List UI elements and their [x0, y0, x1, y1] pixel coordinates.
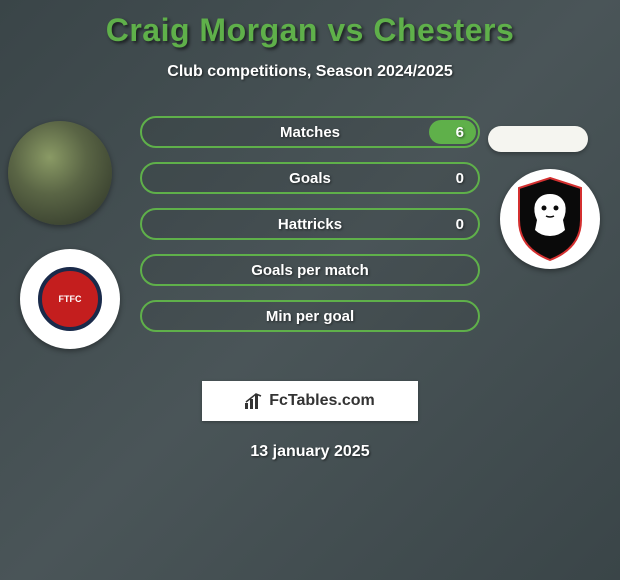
chart-icon [245, 393, 263, 409]
stat-fill [429, 120, 476, 144]
branding-text: FcTables.com [269, 392, 375, 410]
club-left-badge-inner: FTFC [38, 267, 102, 331]
stat-row-matches: Matches 6 [140, 116, 480, 148]
stat-value-right: 6 [456, 124, 464, 141]
stat-label: Min per goal [266, 308, 354, 325]
comparison-content: FTFC Matches 6 Goals 0 Hattricks 0 [0, 111, 620, 371]
stat-row-hattricks: Hattricks 0 [140, 208, 480, 240]
stat-label: Matches [280, 124, 340, 141]
stat-row-goals-per-match: Goals per match [140, 254, 480, 286]
stat-label: Goals per match [251, 262, 369, 279]
club-left-badge: FTFC [20, 249, 120, 349]
stat-value-right: 0 [456, 216, 464, 233]
comparison-subtitle: Club competitions, Season 2024/2025 [0, 63, 620, 81]
branding-badge: FcTables.com [202, 381, 418, 421]
comparison-title: Craig Morgan vs Chesters [0, 0, 620, 49]
stat-row-goals: Goals 0 [140, 162, 480, 194]
stat-row-min-per-goal: Min per goal [140, 300, 480, 332]
stat-rows: Matches 6 Goals 0 Hattricks 0 Goals per … [140, 116, 480, 346]
club-right-badge [500, 169, 600, 269]
player-left-avatar [8, 121, 112, 225]
stat-label: Goals [289, 170, 331, 187]
comparison-date: 13 january 2025 [0, 443, 620, 461]
stat-label: Hattricks [278, 216, 342, 233]
player-right-avatar [488, 126, 588, 152]
club-right-badge-inner [511, 176, 589, 262]
stat-value-right: 0 [456, 170, 464, 187]
